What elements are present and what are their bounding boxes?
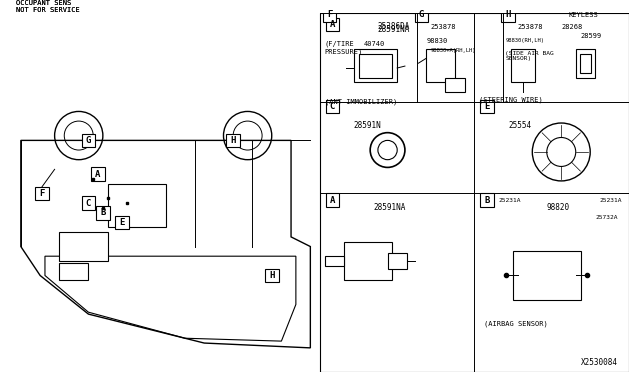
Text: 25732A: 25732A bbox=[595, 215, 618, 220]
Bar bbox=[358, 54, 392, 78]
Text: 28268: 28268 bbox=[561, 23, 582, 29]
Text: 28591NA: 28591NA bbox=[373, 203, 406, 212]
Bar bbox=[108, 184, 166, 227]
Text: 25231A: 25231A bbox=[499, 198, 521, 203]
Text: 253878: 253878 bbox=[518, 23, 543, 29]
Text: (SIDE AIR BAG
SENSOR): (SIDE AIR BAG SENSOR) bbox=[506, 51, 554, 61]
Text: F: F bbox=[40, 189, 45, 198]
Text: G: G bbox=[419, 10, 424, 19]
Text: 28591NA: 28591NA bbox=[378, 25, 410, 34]
Bar bbox=[426, 49, 455, 83]
Text: (F/TIRE
PRESSURE): (F/TIRE PRESSURE) bbox=[325, 41, 363, 55]
Text: C: C bbox=[86, 199, 91, 208]
Text: X2530084: X2530084 bbox=[580, 358, 618, 367]
Text: 25386DA: 25386DA bbox=[378, 22, 410, 31]
Bar bbox=[320, 13, 629, 372]
Text: KEYLESS: KEYLESS bbox=[568, 12, 598, 18]
Bar bbox=[325, 256, 344, 266]
Text: E: E bbox=[484, 102, 490, 111]
FancyBboxPatch shape bbox=[323, 8, 337, 22]
Text: C: C bbox=[330, 102, 335, 111]
FancyBboxPatch shape bbox=[35, 187, 49, 200]
Text: OCCUPANT SENS
NOT FOR SERVICE: OCCUPANT SENS NOT FOR SERVICE bbox=[16, 0, 80, 13]
FancyBboxPatch shape bbox=[227, 134, 240, 147]
Text: OCCUPANT SENS
NOT FOR SERVICE: OCCUPANT SENS NOT FOR SERVICE bbox=[16, 0, 80, 13]
FancyBboxPatch shape bbox=[326, 18, 339, 31]
Bar bbox=[388, 253, 407, 269]
Bar bbox=[445, 78, 465, 92]
Text: B: B bbox=[484, 196, 490, 205]
Text: 25231A: 25231A bbox=[600, 198, 622, 203]
Text: E: E bbox=[120, 218, 125, 227]
Bar bbox=[576, 49, 595, 78]
FancyBboxPatch shape bbox=[92, 167, 105, 181]
Text: A: A bbox=[330, 196, 335, 205]
Text: H: H bbox=[230, 136, 236, 145]
Text: H: H bbox=[506, 10, 511, 19]
Text: G: G bbox=[86, 136, 91, 145]
Text: B: B bbox=[100, 208, 106, 217]
FancyBboxPatch shape bbox=[82, 196, 95, 210]
Bar bbox=[60, 232, 108, 261]
FancyBboxPatch shape bbox=[415, 8, 428, 22]
Text: A: A bbox=[95, 170, 100, 179]
FancyBboxPatch shape bbox=[265, 269, 278, 282]
Text: 253878: 253878 bbox=[431, 23, 456, 29]
FancyBboxPatch shape bbox=[480, 193, 493, 207]
FancyBboxPatch shape bbox=[326, 193, 339, 207]
Bar bbox=[60, 263, 88, 280]
Text: 28591N: 28591N bbox=[354, 121, 381, 131]
Text: (STEERING WIRE): (STEERING WIRE) bbox=[479, 97, 543, 103]
Text: F: F bbox=[327, 10, 332, 19]
Text: (AIRBAG SENSOR): (AIRBAG SENSOR) bbox=[484, 321, 548, 327]
FancyBboxPatch shape bbox=[82, 134, 95, 147]
FancyBboxPatch shape bbox=[480, 100, 493, 113]
Text: H: H bbox=[269, 271, 275, 280]
Text: 98830(RH,LH): 98830(RH,LH) bbox=[506, 38, 544, 44]
FancyBboxPatch shape bbox=[326, 100, 339, 113]
Bar bbox=[354, 49, 397, 83]
Text: 98830: 98830 bbox=[426, 38, 447, 44]
Text: 40740: 40740 bbox=[364, 41, 385, 47]
Bar bbox=[513, 251, 580, 299]
FancyBboxPatch shape bbox=[501, 8, 515, 22]
Text: 28599: 28599 bbox=[580, 33, 602, 39]
Text: 98830+A(RH,LH): 98830+A(RH,LH) bbox=[431, 48, 477, 53]
Text: 98820: 98820 bbox=[547, 203, 570, 212]
FancyBboxPatch shape bbox=[96, 206, 109, 219]
Bar bbox=[511, 49, 535, 83]
Bar bbox=[580, 54, 591, 73]
FancyBboxPatch shape bbox=[115, 216, 129, 229]
Text: (ANT IMMOBILIZER): (ANT IMMOBILIZER) bbox=[325, 99, 397, 105]
Text: A: A bbox=[330, 20, 335, 29]
Bar bbox=[344, 242, 392, 280]
Text: 25554: 25554 bbox=[508, 121, 531, 131]
